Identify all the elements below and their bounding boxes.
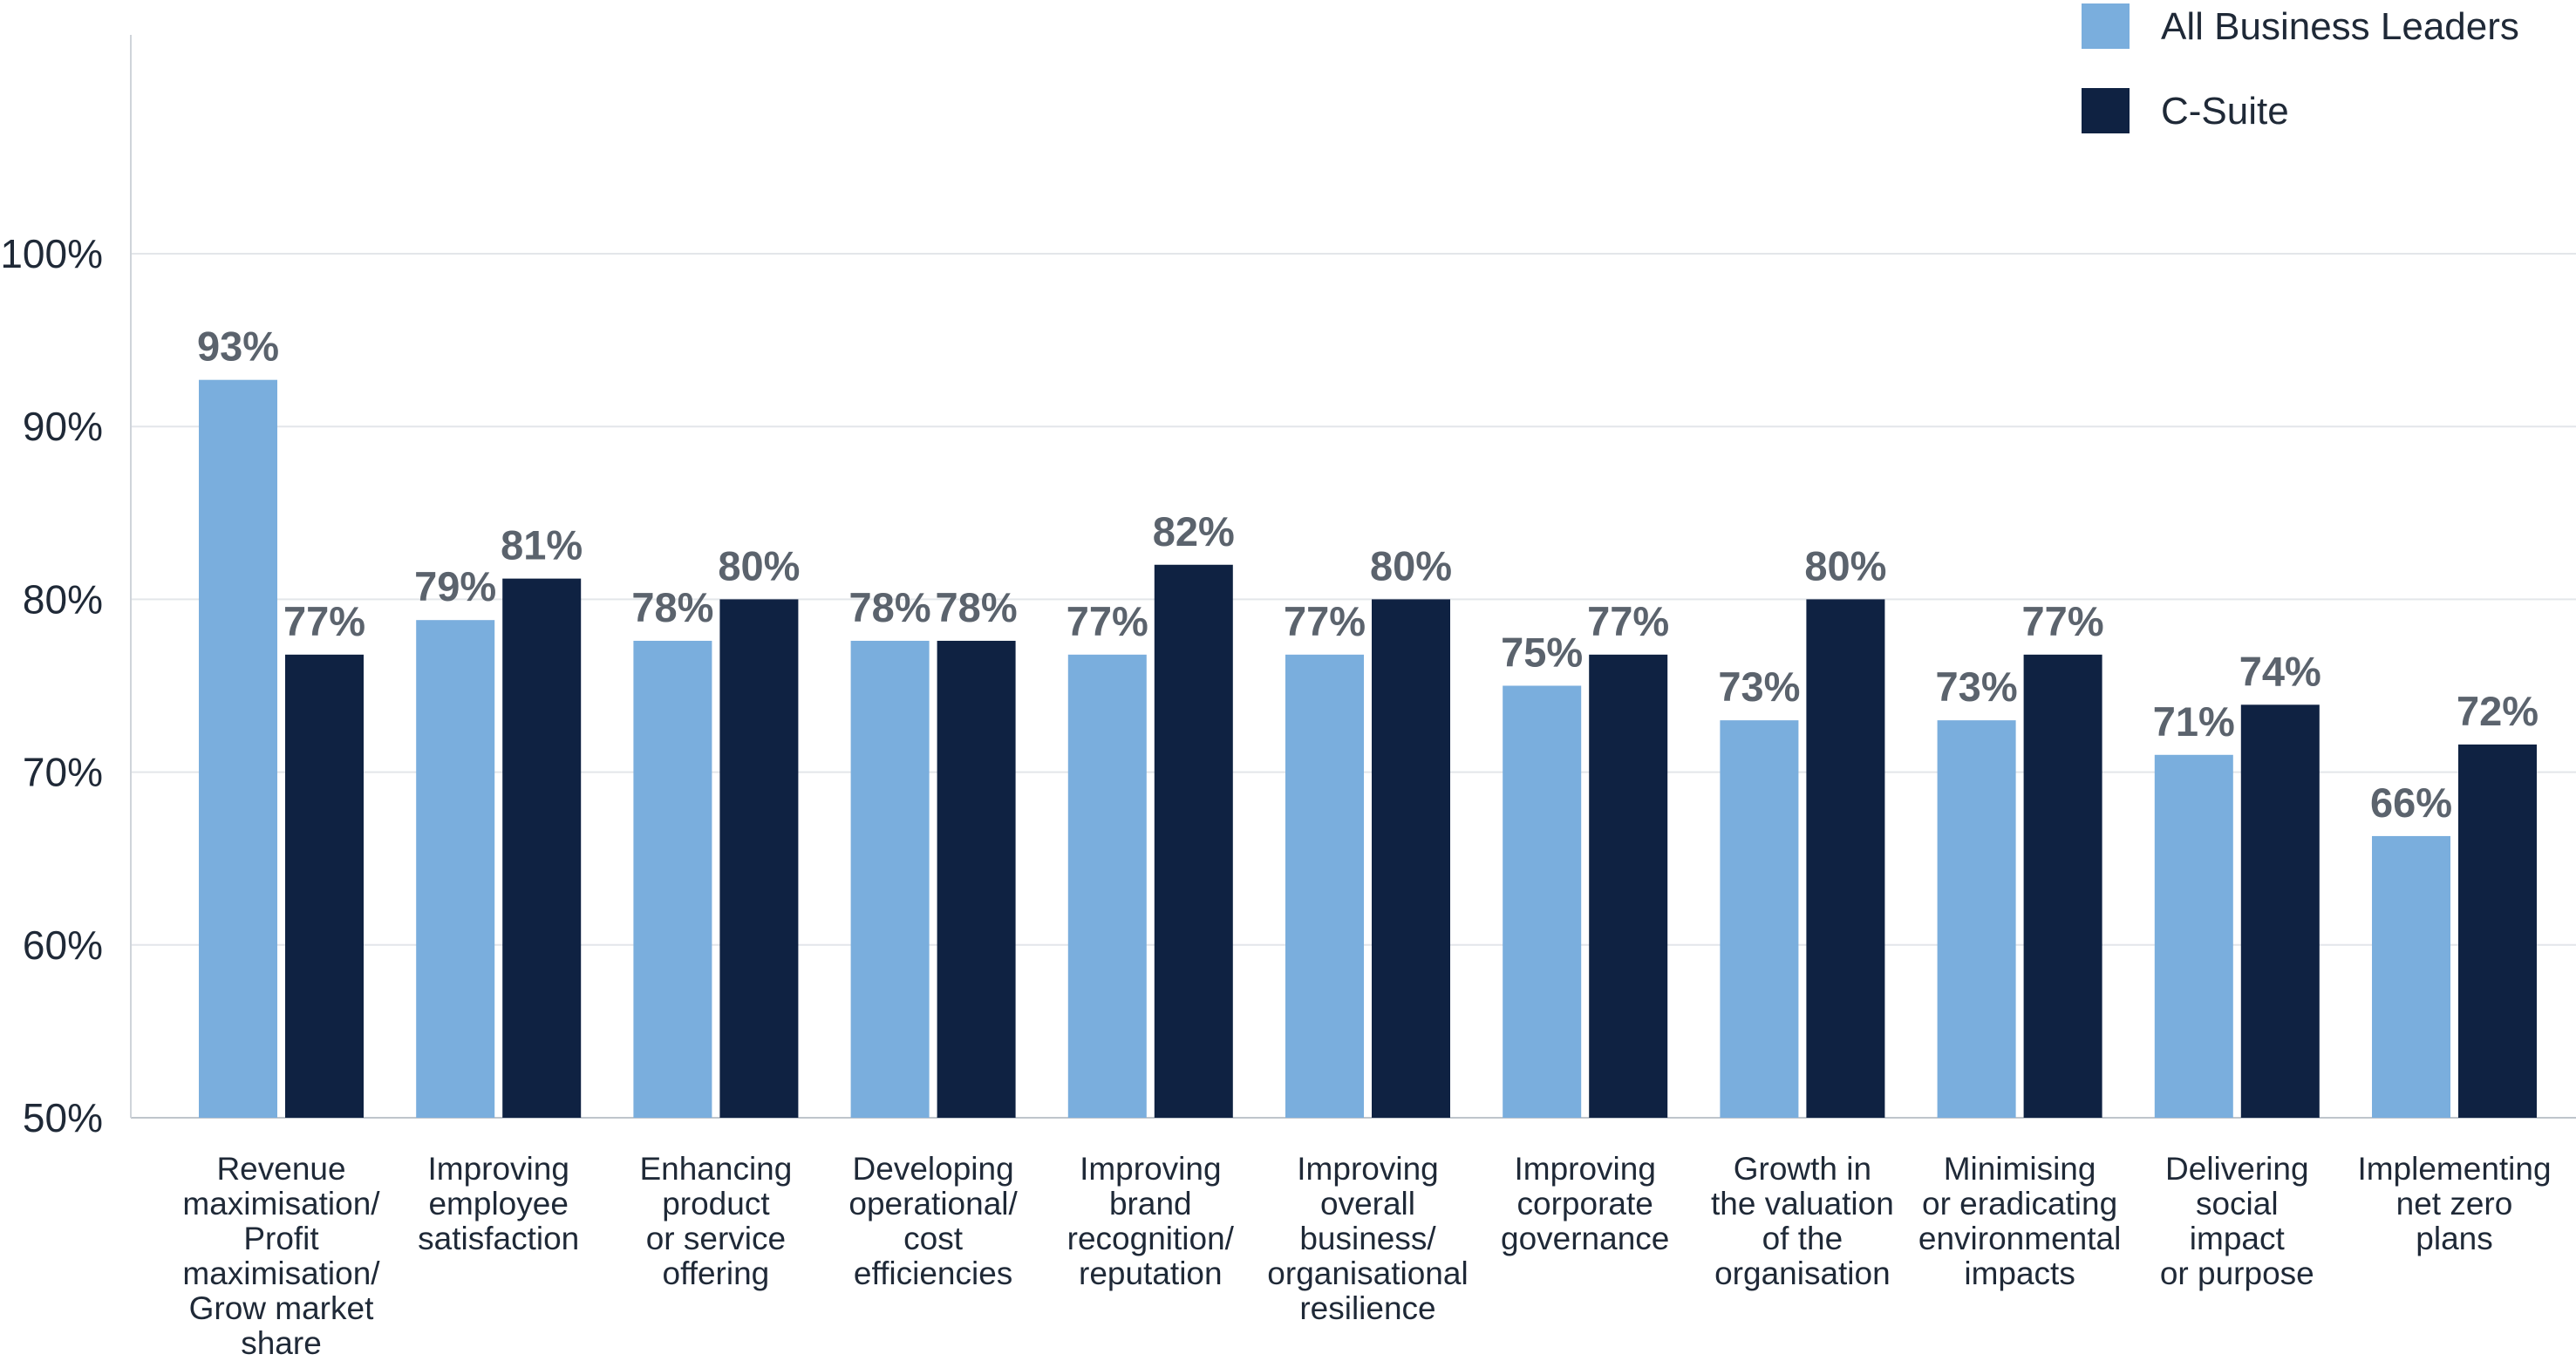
data-label: 73% (1936, 663, 2018, 710)
y-tick-label: 70% (23, 750, 103, 795)
bar (502, 578, 582, 1118)
bar (2023, 654, 2102, 1118)
data-label: 82% (1153, 508, 1235, 555)
data-label: 72% (2457, 688, 2539, 734)
data-label: 66% (2370, 779, 2452, 826)
data-label: 77% (1067, 598, 1148, 644)
y-tick-label: 100% (0, 231, 103, 276)
value-labels: 93%77%79%81%78%80%78% 78% 77%82%77%80%75%7… (197, 323, 2539, 826)
y-tick-label: 50% (23, 1095, 103, 1140)
category-label: Improving brand recognition/reputation (1067, 1151, 1235, 1291)
legend-label: All Business Leaders (2161, 5, 2519, 48)
bar (199, 379, 277, 1118)
bar (719, 599, 799, 1118)
data-label: 81% (501, 522, 583, 568)
bar (1372, 599, 1450, 1118)
bar (2154, 754, 2233, 1118)
category-label: Enhancing product or service offering (639, 1151, 792, 1291)
data-label: 79% (414, 563, 496, 609)
bar (416, 620, 495, 1118)
bars (199, 379, 2537, 1118)
bar (2458, 744, 2537, 1118)
data-label: 77% (2022, 598, 2104, 644)
category-label: Improving employee satisfaction (418, 1151, 579, 1256)
bar (2372, 835, 2450, 1118)
data-label: 78% (849, 584, 931, 630)
data-label: 80% (1370, 542, 1452, 589)
data-label: 78% (936, 584, 1018, 630)
category-label: Developing operational/cost efficiencies (848, 1151, 1018, 1291)
legend-swatch (2082, 3, 2130, 49)
data-label: 77% (1284, 598, 1366, 644)
y-axis: 50% 60% 70% 80% 90% 100% (0, 35, 132, 1140)
data-label: 73% (1718, 663, 1800, 710)
category-label: Implementing net zero plans (2357, 1151, 2551, 1256)
y-tick-label: 90% (23, 404, 103, 449)
bar (1285, 654, 1364, 1118)
data-label: 93% (197, 323, 279, 370)
category-labels: Revenue maximisation/Profit maximisation/G… (182, 1151, 2551, 1361)
y-tick-label: 60% (23, 922, 103, 968)
legend: All Business Leaders C-Suite (2082, 3, 2519, 133)
bar (633, 640, 712, 1118)
bar (1806, 599, 1885, 1118)
data-label: 78% (631, 584, 713, 630)
bar (1720, 720, 1799, 1118)
category-label: Minimising or eradicating environmental imp… (1918, 1151, 2121, 1291)
category-label: Revenue maximisation/Profit maximisation/G… (182, 1151, 380, 1361)
bar (1067, 654, 1147, 1118)
legend-swatch (2082, 88, 2130, 133)
bar (1503, 685, 1582, 1118)
bar (1937, 720, 2016, 1118)
bar (850, 640, 930, 1118)
legend-label: C-Suite (2161, 90, 2289, 133)
category-label: Delivering social impact or purpose (2160, 1151, 2314, 1291)
bar (285, 654, 364, 1118)
data-label: 74% (2239, 648, 2321, 694)
data-label: 71% (2153, 698, 2235, 745)
y-tick-label: 80% (23, 576, 103, 622)
data-label: 75% (1501, 629, 1583, 676)
bar (2240, 704, 2320, 1118)
data-label: 77% (283, 598, 365, 644)
category-label: Growth in the valuation of the organisation (1711, 1151, 1894, 1291)
data-label: 80% (1804, 542, 1886, 589)
category-label: Improving overall business/organisational r… (1267, 1151, 1468, 1326)
data-label: 77% (1587, 598, 1669, 644)
bar (937, 640, 1016, 1118)
data-label: 80% (718, 542, 800, 589)
category-label: Improving corporate governance (1501, 1151, 1669, 1256)
bar (1154, 564, 1233, 1118)
bar (1589, 654, 1668, 1118)
